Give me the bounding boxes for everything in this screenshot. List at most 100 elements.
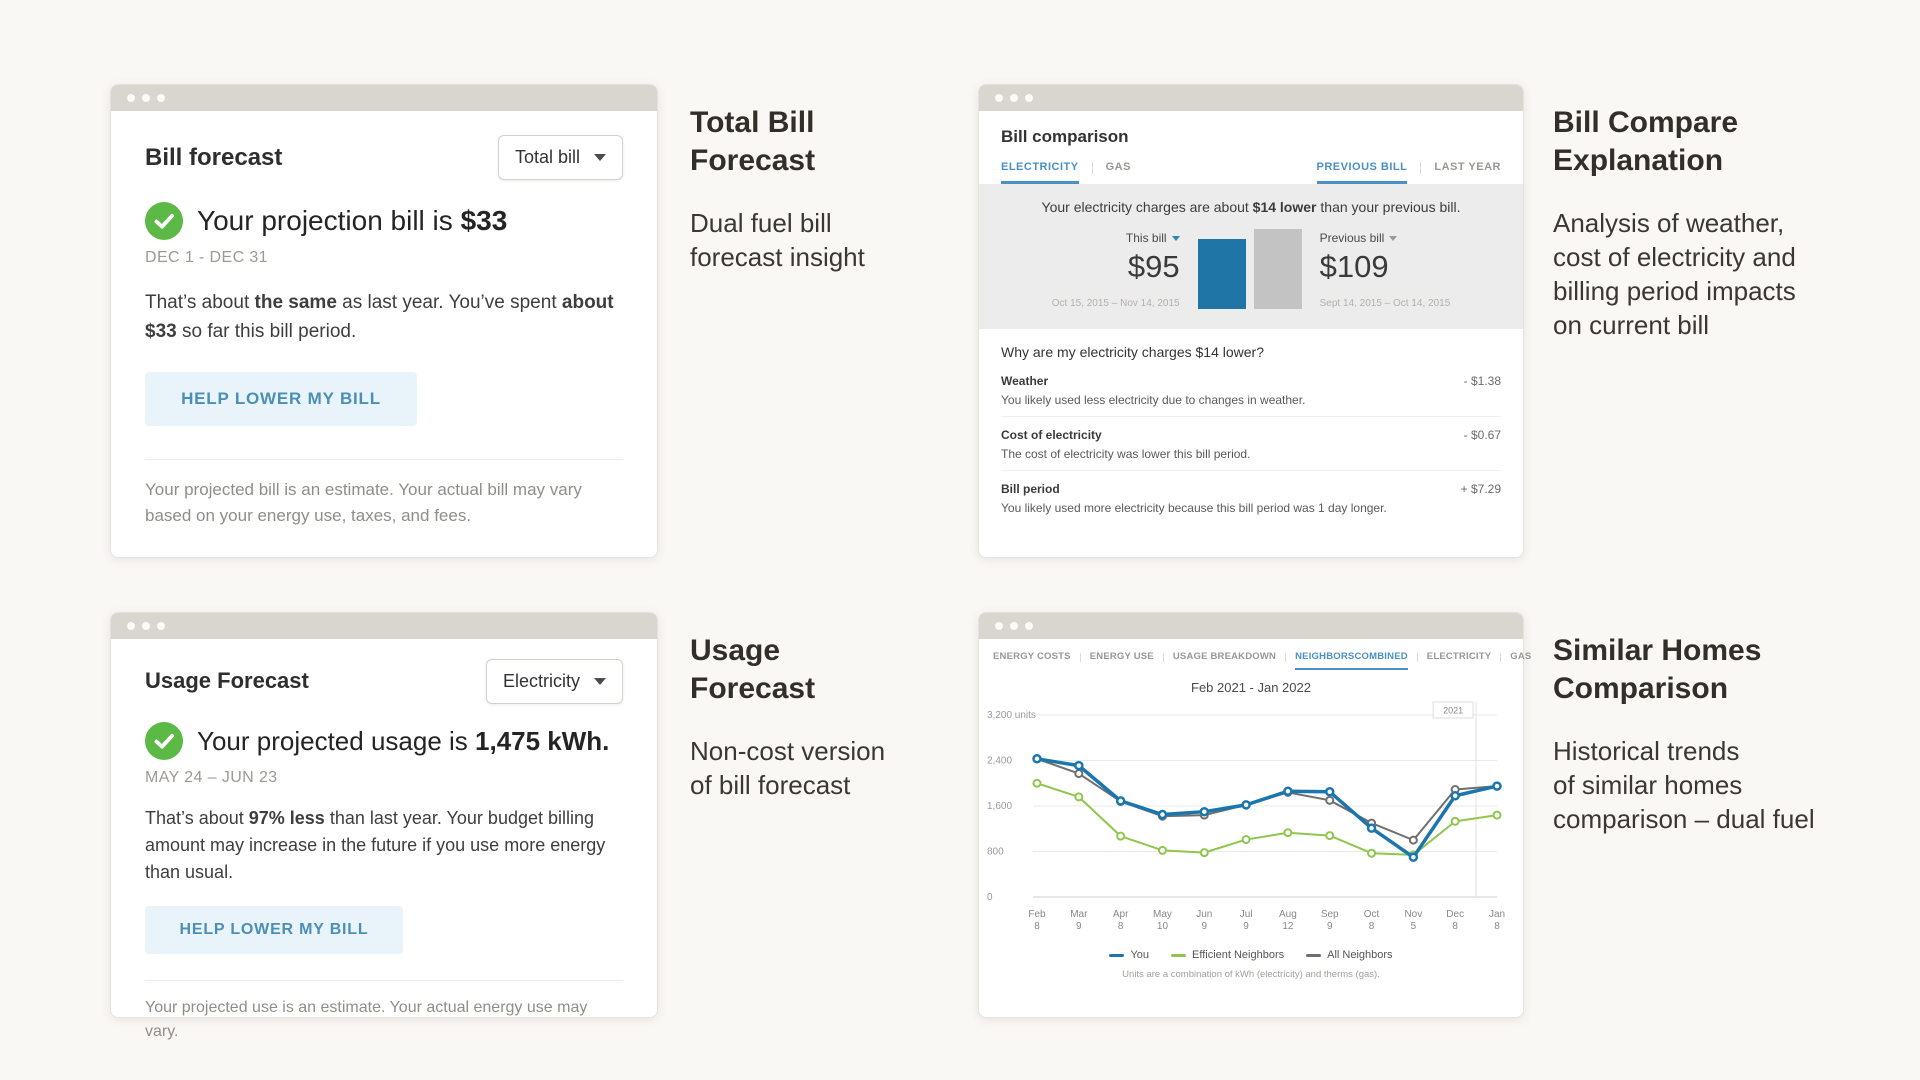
- why-row-weather: Weather - $1.38 You likely used less ele…: [1001, 363, 1501, 417]
- window-dot: [157, 94, 165, 102]
- svg-text:Jan: Jan: [1489, 909, 1505, 920]
- browser-chrome: [111, 85, 657, 111]
- window-dot: [142, 622, 150, 630]
- tab-previous-bill[interactable]: PREVIOUS BILL: [1316, 161, 1408, 184]
- why-row-label: Cost of electricity: [1001, 428, 1102, 442]
- legend-dash-all-neighbors: [1306, 953, 1322, 957]
- tab-energy-costs[interactable]: ENERGY COSTS: [993, 651, 1071, 662]
- window-dot: [1010, 622, 1018, 630]
- why-row-desc: The cost of electricity was lower this b…: [1001, 447, 1251, 461]
- chevron-down-icon: [594, 154, 606, 161]
- disclaimer-text: Your projected bill is an estimate. Your…: [145, 480, 582, 525]
- legend-item-efficient-neighbors: Efficient Neighbors: [1171, 949, 1284, 961]
- annotation-similar-homes-comparison: Similar Homes Comparison Historical trend…: [1553, 632, 1898, 837]
- chevron-down-icon: [1171, 235, 1180, 241]
- chart-legend: You Efficient Neighbors All Neighbors: [979, 949, 1523, 961]
- this-bill-amount: $95: [1127, 249, 1180, 284]
- svg-text:8: 8: [1452, 921, 1458, 932]
- why-row-cost: Cost of electricity - $0.67 The cost of …: [1001, 417, 1501, 471]
- annotation-title: Similar Homes Comparison: [1553, 634, 1762, 706]
- svg-text:10: 10: [1157, 921, 1169, 932]
- annotation-total-bill-forecast: Total Bill Forecast Dual fuel bill forecas…: [690, 104, 1000, 275]
- tab-electricity[interactable]: ELECTRICITY: [1001, 161, 1079, 184]
- svg-text:Jul: Jul: [1240, 909, 1253, 920]
- help-lower-my-bill-button[interactable]: HELP LOWER MY BILL: [145, 906, 403, 954]
- chart-footnote: Units are a combination of kWh (electric…: [1122, 969, 1380, 980]
- window-dot: [1025, 94, 1033, 102]
- annotation-title: Bill Compare Explanation: [1553, 106, 1739, 178]
- this-bill-selector[interactable]: This bill: [1126, 231, 1180, 245]
- this-bill-date-range: Oct 15, 2015 – Nov 14, 2015: [1051, 298, 1180, 309]
- why-row-value: - $0.67: [1463, 428, 1501, 442]
- svg-text:8: 8: [1369, 921, 1375, 932]
- legend-label: Efficient Neighbors: [1192, 949, 1285, 961]
- body-text: That’s about the same as last year. You’…: [145, 292, 614, 342]
- tab-energy-use[interactable]: ENERGY USE: [1089, 651, 1154, 662]
- why-row-label: Bill period: [1001, 482, 1060, 496]
- svg-text:Feb: Feb: [1028, 909, 1046, 920]
- svg-text:8: 8: [1034, 921, 1040, 932]
- svg-text:Mar: Mar: [1070, 909, 1088, 920]
- tab-usage-breakdown[interactable]: USAGE BREAKDOWN: [1172, 651, 1277, 662]
- svg-text:9: 9: [1201, 921, 1207, 932]
- tab-gas[interactable]: GAS: [1510, 651, 1532, 662]
- tab-separator: [1416, 653, 1418, 662]
- window-dot: [1010, 94, 1018, 102]
- comparison-bar-previous: [1253, 229, 1302, 309]
- svg-text:2,400: 2,400: [987, 756, 1012, 767]
- svg-text:Dec: Dec: [1446, 909, 1464, 920]
- svg-text:0: 0: [987, 892, 993, 903]
- svg-text:Oct: Oct: [1364, 909, 1380, 920]
- why-row-value: + $7.29: [1460, 482, 1501, 496]
- svg-text:Aug: Aug: [1279, 909, 1297, 920]
- svg-text:9: 9: [1243, 921, 1249, 932]
- previous-bill-amount: $109: [1319, 249, 1389, 284]
- comparison-bars: [1197, 229, 1302, 309]
- tab-gas[interactable]: GAS: [1105, 161, 1131, 173]
- annotation-title: Usage Forecast: [690, 634, 816, 706]
- window-dot: [142, 94, 150, 102]
- svg-text:12: 12: [1282, 921, 1294, 932]
- card-title: Bill comparison: [1001, 127, 1129, 146]
- projection-headline: Your projected usage is 1,475 kWh.: [197, 725, 610, 756]
- window-dot: [157, 622, 165, 630]
- card-title: Usage Forecast: [145, 668, 309, 693]
- svg-text:Apr: Apr: [1113, 909, 1129, 920]
- help-lower-my-bill-button[interactable]: HELP LOWER MY BILL: [145, 372, 417, 426]
- svg-text:May: May: [1153, 909, 1172, 920]
- legend-item-you: You: [1109, 949, 1149, 961]
- svg-text:Nov: Nov: [1404, 909, 1422, 920]
- previous-bill-selector[interactable]: Previous bill: [1320, 231, 1398, 245]
- annotation-desc: Non-cost version of bill forecast: [690, 736, 886, 800]
- legend-item-all-neighbors: All Neighbors: [1306, 949, 1393, 961]
- date-range: DEC 1 - DEC 31: [145, 249, 268, 266]
- svg-text:9: 9: [1076, 921, 1082, 932]
- fuel-type-dropdown[interactable]: Electricity: [485, 659, 623, 704]
- browser-chrome: [979, 613, 1523, 639]
- tab-electricity[interactable]: ELECTRICITY: [1426, 651, 1492, 662]
- fuel-type-dropdown[interactable]: Total bill: [497, 135, 623, 180]
- tab-last-year[interactable]: LAST YEAR: [1434, 161, 1501, 173]
- tab-separator: [1500, 653, 1502, 662]
- chevron-down-icon: [1389, 235, 1398, 241]
- legend-dash-efficient-neighbors: [1171, 953, 1186, 957]
- tab-combined[interactable]: COMBINED: [1354, 651, 1408, 670]
- window-dot: [127, 622, 135, 630]
- tab-separator: [1420, 162, 1422, 174]
- tab-neighbors[interactable]: NEIGHBORS: [1295, 651, 1355, 670]
- date-range: MAY 24 – JUN 23: [145, 769, 278, 786]
- tab-separator: [1162, 653, 1164, 662]
- svg-text:1,600: 1,600: [987, 801, 1012, 812]
- why-row-bill-period: Bill period + $7.29 You likely used more…: [1001, 471, 1501, 524]
- chevron-down-icon: [594, 678, 606, 685]
- divider: [145, 459, 623, 460]
- why-question: Why are my electricity charges $14 lower…: [1001, 344, 1264, 360]
- divider: [145, 980, 623, 981]
- browser-chrome: [111, 613, 657, 639]
- tab-separator: [1285, 653, 1287, 662]
- annotation-desc: Analysis of weather, cost of electricity …: [1553, 208, 1796, 340]
- neighbors-tab-bar: ENERGY COSTS ENERGY USE USAGE BREAKDOWN …: [979, 639, 1531, 670]
- window-dot: [1025, 622, 1033, 630]
